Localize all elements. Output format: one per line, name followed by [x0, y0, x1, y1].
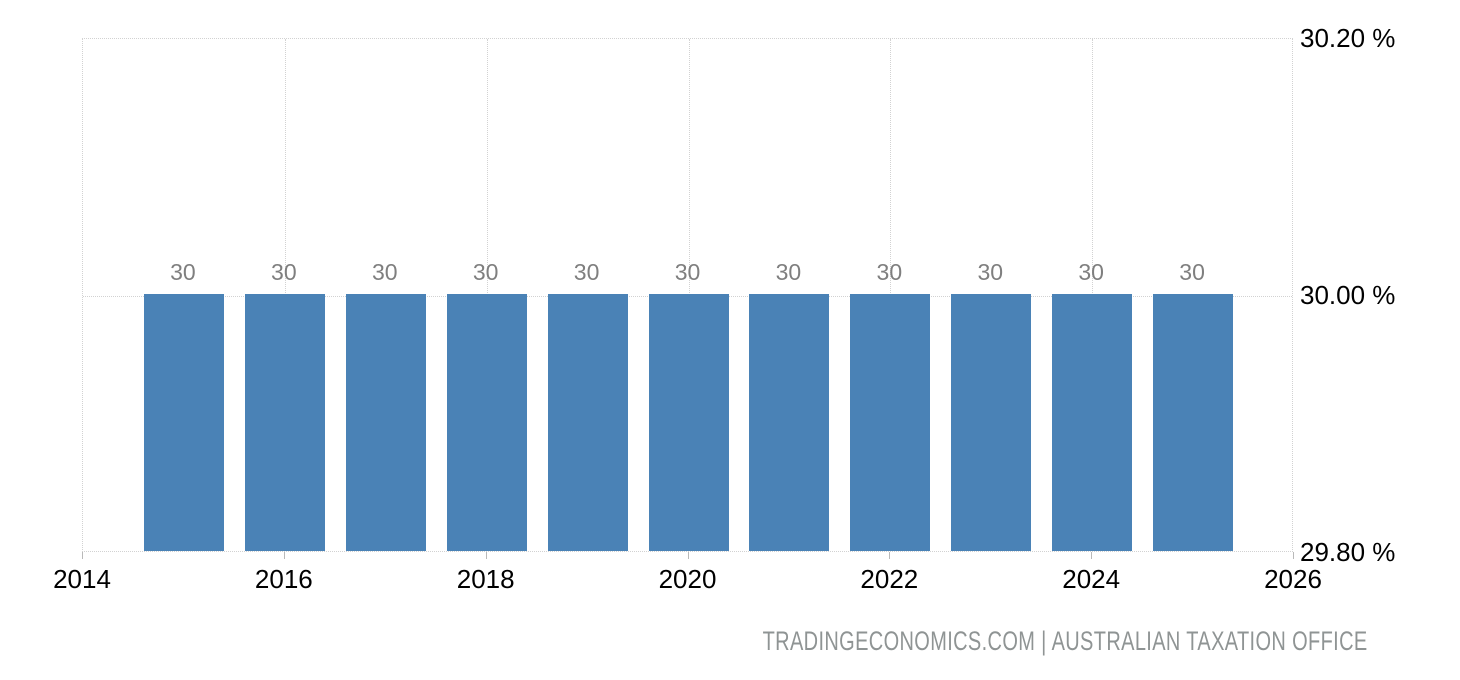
bar-2023[interactable] [951, 294, 1032, 551]
bar-2019[interactable] [547, 294, 628, 551]
bar-2025[interactable] [1153, 294, 1234, 551]
y-tick-label-29.8: 29.80 % [1300, 537, 1396, 567]
bar-value-label-2025: 30 [1179, 259, 1205, 285]
x-tick-label-2018: 2018 [456, 564, 515, 594]
bar-value-label-2018: 30 [472, 259, 499, 285]
plot-area [82, 38, 1293, 552]
bar-value-label-2019: 30 [573, 259, 600, 285]
bar-value-label-2020: 30 [674, 259, 701, 285]
bar-value-label-2017: 30 [371, 259, 398, 285]
bar-value-label-2015: 30 [170, 259, 196, 285]
x-tick-mark-2018 [485, 552, 487, 559]
bar-2016[interactable] [244, 294, 325, 551]
y-tick-label-30: 30.00 % [1300, 280, 1396, 310]
x-tick-mark-2020 [687, 552, 689, 559]
bar-value-label-2021: 30 [775, 259, 802, 285]
bar-2024[interactable] [1052, 294, 1133, 551]
bar-2022[interactable] [850, 294, 931, 551]
bar-2018[interactable] [446, 294, 527, 551]
x-tick-label-2014: 2014 [53, 564, 111, 594]
bar-value-label-2023: 30 [977, 259, 1004, 285]
x-tick-mark-2022 [889, 552, 891, 559]
x-tick-label-2020: 2020 [658, 564, 717, 594]
x-tick-mark-2026 [1293, 552, 1294, 559]
x-tick-label-2024: 2024 [1062, 564, 1121, 594]
x-tick-label-2022: 2022 [860, 564, 919, 594]
bar-2017[interactable] [345, 294, 426, 551]
x-tick-label-2026: 2026 [1264, 564, 1322, 594]
bar-2020[interactable] [648, 294, 729, 551]
bar-value-label-2022: 30 [876, 259, 903, 285]
x-tick-label-2016: 2016 [254, 564, 313, 594]
source-attribution: TRADINGECONOMICS.COM | AUSTRALIAN TAXATI… [762, 626, 1368, 656]
bar-2021[interactable] [749, 294, 830, 551]
x-tick-mark-2016 [283, 552, 285, 559]
x-tick-mark-2024 [1091, 552, 1093, 559]
x-tick-mark-2014 [82, 552, 83, 559]
bar-value-label-2016: 30 [271, 259, 297, 285]
bar-2015[interactable] [143, 294, 224, 551]
y-tick-label-30.2: 30.20 % [1300, 23, 1396, 53]
bar-value-label-2024: 30 [1078, 259, 1104, 285]
